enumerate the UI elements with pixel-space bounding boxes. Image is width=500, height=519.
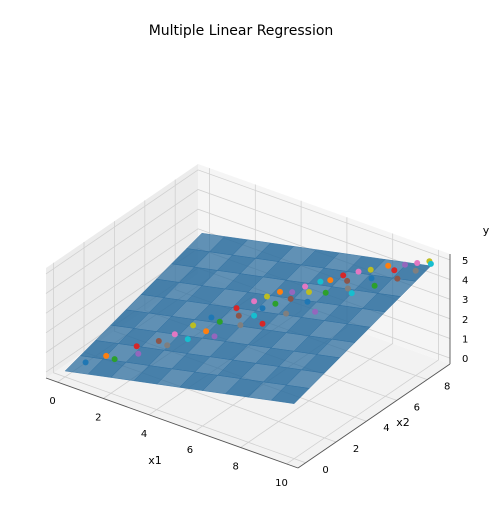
data-point (322, 289, 329, 296)
data-point (277, 288, 283, 295)
data-point (103, 352, 110, 359)
data-point (203, 328, 210, 335)
data-point (216, 318, 223, 325)
data-point (368, 275, 375, 282)
data-point (264, 293, 270, 300)
data-point (251, 312, 258, 319)
data-point (208, 314, 215, 321)
data-point (391, 267, 398, 274)
data-point (304, 298, 311, 305)
data-point (344, 285, 351, 292)
x1-tick-label: 4 (141, 429, 147, 440)
x-axis-label: x1 (148, 454, 162, 467)
data-point (344, 277, 351, 284)
data-point (283, 310, 290, 317)
x1-tick-label: 0 (49, 396, 55, 407)
data-point (133, 343, 140, 350)
data-point (394, 275, 401, 282)
z-tick-label: 0 (462, 354, 468, 365)
data-point (371, 282, 378, 289)
z-tick-label: 1 (462, 335, 468, 346)
x2-tick-label: 8 (444, 382, 450, 393)
z-tick-label: 5 (462, 256, 468, 267)
data-point (184, 336, 191, 343)
data-point (171, 331, 178, 338)
data-point (164, 342, 171, 349)
data-point (327, 277, 334, 284)
y-axis-label: x2 (396, 416, 410, 429)
axis-lines (45, 254, 451, 469)
data-point (190, 322, 197, 329)
grid-line-z (45, 169, 451, 275)
chart-title: Multiple Linear Regression (149, 23, 334, 39)
data-points (82, 258, 434, 366)
z-tick-label: 2 (462, 315, 468, 326)
data-point (251, 298, 258, 305)
data-point (414, 260, 421, 266)
data-point (272, 300, 279, 307)
z-tick-label: 3 (462, 295, 468, 306)
x2-tick-label: 2 (353, 444, 359, 455)
data-point (259, 305, 266, 312)
data-point (306, 289, 312, 295)
data-point (367, 266, 374, 273)
x2-tick-label: 6 (414, 402, 420, 413)
x2-tick-label: 0 (322, 465, 328, 476)
z-axis-label: y (483, 224, 490, 237)
x1-tick-label: 8 (233, 462, 239, 473)
x1-tick-label: 10 (275, 478, 288, 489)
x1-tick-label: 6 (187, 445, 193, 456)
x1-tick-label: 2 (95, 413, 101, 424)
data-point (340, 272, 347, 279)
data-point (111, 356, 118, 363)
data-point (385, 262, 392, 269)
data-point (317, 278, 324, 285)
grid-line-z (45, 189, 451, 294)
data-point (135, 350, 142, 357)
data-point (412, 267, 419, 274)
data-point (233, 305, 240, 312)
data-point (82, 359, 89, 366)
data-point (289, 289, 296, 296)
x1-axis-line (45, 377, 299, 469)
z-tick-label: 4 (462, 276, 468, 287)
data-point (427, 260, 434, 267)
data-point (348, 290, 355, 297)
data-point (355, 268, 362, 275)
grid-line-x1 (286, 249, 439, 465)
data-point (287, 295, 294, 302)
data-point (155, 338, 162, 344)
data-point (211, 333, 218, 340)
data-point (402, 261, 408, 268)
tick-labels: 0 2 4 6 8 10 0 2 4 6 8 0 1 2 3 4 5 (49, 256, 468, 489)
data-point (312, 308, 319, 315)
data-point (235, 312, 242, 319)
x2-tick-label: 4 (383, 423, 389, 434)
data-point (259, 320, 266, 327)
data-point (302, 283, 309, 290)
data-point (237, 322, 244, 329)
x2-axis-line (297, 363, 451, 469)
grid-line-x2 (53, 262, 306, 464)
